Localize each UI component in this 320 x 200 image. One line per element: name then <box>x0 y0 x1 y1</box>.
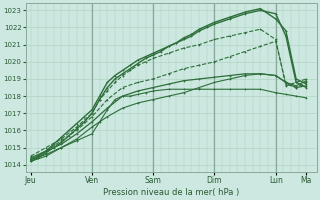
X-axis label: Pression niveau de la mer( hPa ): Pression niveau de la mer( hPa ) <box>103 188 239 197</box>
